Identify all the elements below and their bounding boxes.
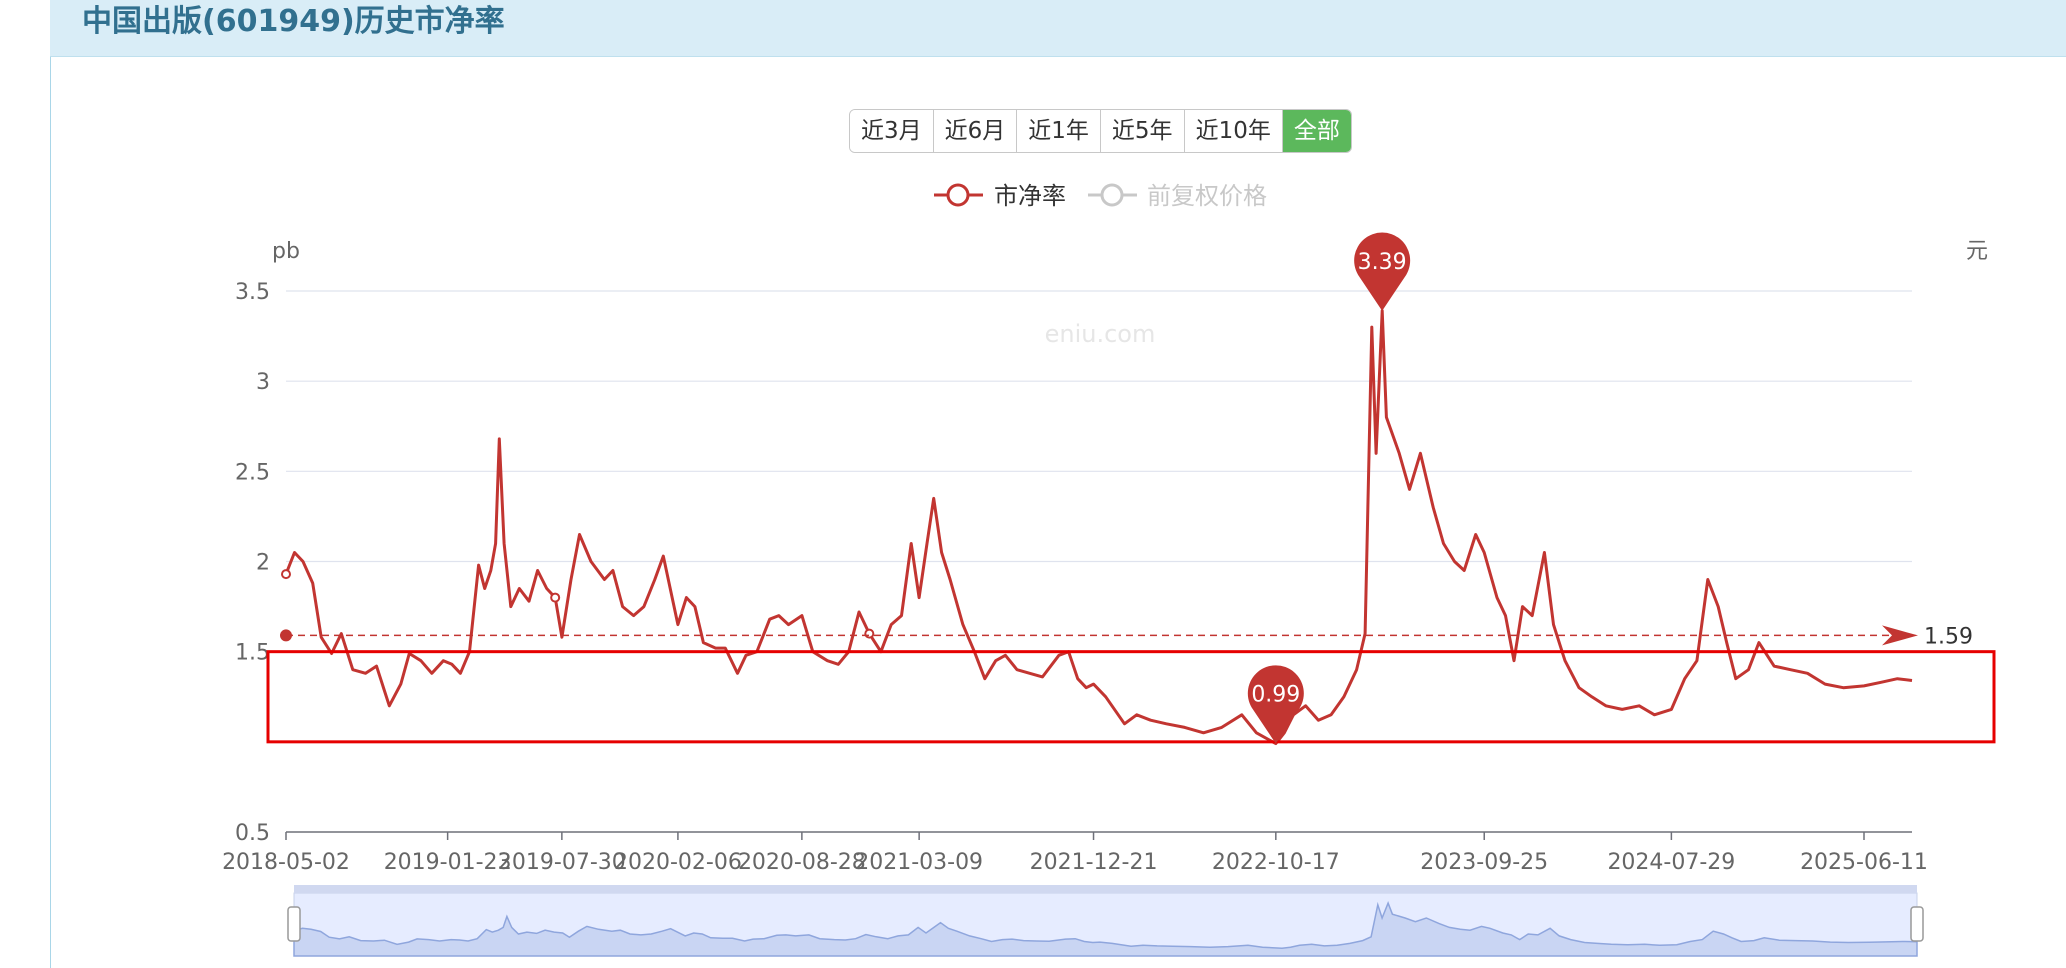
- legend-item-price[interactable]: 前复权价格: [1088, 182, 1267, 210]
- x-tick-label: 2023-09-25: [1420, 850, 1548, 875]
- x-tick-label: 2020-02-06: [614, 850, 742, 875]
- mark-points: 3.39 0.99: [1247, 232, 1411, 744]
- x-tick-label: 2020-08-28: [738, 850, 866, 875]
- chart-panel: [50, 0, 2066, 968]
- y-tick-label: 2.5: [235, 460, 270, 485]
- legend: 市净率 前复权价格: [934, 182, 1267, 210]
- x-tick-label: 2021-12-21: [1030, 850, 1158, 875]
- legend-price-label: 前复权价格: [1147, 182, 1267, 210]
- range-button-group: 近3月 近6月 近1年 近5年 近10年 全部: [849, 109, 1352, 153]
- y-axis: 3.5 3 2.5 2 1.5 0.5: [235, 280, 270, 846]
- highlight-rectangle: [266, 650, 1996, 744]
- left-axis-unit: pb: [272, 239, 300, 264]
- series-pb: [281, 309, 1913, 746]
- x-tick-label: 2021-03-09: [855, 850, 983, 875]
- mark-point-pin: 3.39: [1354, 232, 1411, 311]
- zoom-handle-right[interactable]: [1910, 906, 1924, 942]
- zoom-handle-left[interactable]: [287, 906, 301, 942]
- panel-header: 中国出版(601949)历史市净率: [50, 0, 2066, 57]
- x-axis: 2018-05-02 2019-01-232019-07-302020-02-06…: [222, 831, 1928, 875]
- range-button-6m[interactable]: 近6月: [933, 110, 1018, 152]
- x-tick-label: 2022-10-17: [1212, 850, 1340, 875]
- watermark: eniu.com: [1045, 320, 1156, 348]
- x-tick-label: 2024-07-29: [1607, 850, 1735, 875]
- data-zoom-slider[interactable]: [287, 885, 1924, 957]
- pin-icon: [1354, 232, 1411, 311]
- mark-point-label: 3.39: [1358, 250, 1407, 275]
- zoom-move-handle[interactable]: [294, 885, 1917, 893]
- x-tick-label: 2018-05-02: [222, 850, 350, 875]
- range-button-10y[interactable]: 近10年: [1184, 110, 1283, 152]
- mark-line-label: 1.59: [1924, 624, 1973, 649]
- range-button-5y[interactable]: 近5年: [1100, 110, 1185, 152]
- series-point: [550, 592, 561, 603]
- x-tick-label: 2025-06-11: [1800, 850, 1928, 875]
- legend-price-circle-icon: [1100, 183, 1124, 207]
- range-button-1y[interactable]: 近1年: [1017, 110, 1101, 152]
- series-point: [281, 569, 291, 580]
- mark-point-label: 0.99: [1251, 683, 1300, 708]
- legend-pb-label: 市净率: [994, 182, 1066, 210]
- y-tick-label: 0.5: [235, 821, 270, 846]
- series-point: [864, 628, 875, 639]
- range-button-all[interactable]: 全部: [1282, 110, 1351, 152]
- x-tick-label: 2019-01-23: [384, 850, 512, 875]
- zoom-preview-area: [293, 901, 1918, 957]
- range-button-3m[interactable]: 近3月: [850, 110, 934, 152]
- legend-pb-circle-icon: [946, 183, 970, 207]
- mark-line: 1.59: [280, 624, 1973, 649]
- right-axis-unit: 元: [1966, 239, 1988, 264]
- legend-item-pb[interactable]: 市净率: [934, 182, 1066, 210]
- pb-series-line: [284, 309, 1913, 746]
- mark-point-pin: 0.99: [1247, 665, 1304, 744]
- page-title: 中国出版(601949)历史市净率: [82, 4, 505, 39]
- x-tick-label: 2019-07-30: [498, 850, 626, 875]
- mark-line-arrow-icon: [1882, 625, 1918, 646]
- pin-icon: [1247, 665, 1304, 744]
- y-tick-label: 2: [256, 551, 270, 576]
- y-tick-label: 3.5: [235, 280, 270, 305]
- y-tick-label: 1.5: [235, 641, 270, 666]
- y-tick-label: 3: [256, 370, 270, 395]
- highlight-box: [266, 650, 1996, 744]
